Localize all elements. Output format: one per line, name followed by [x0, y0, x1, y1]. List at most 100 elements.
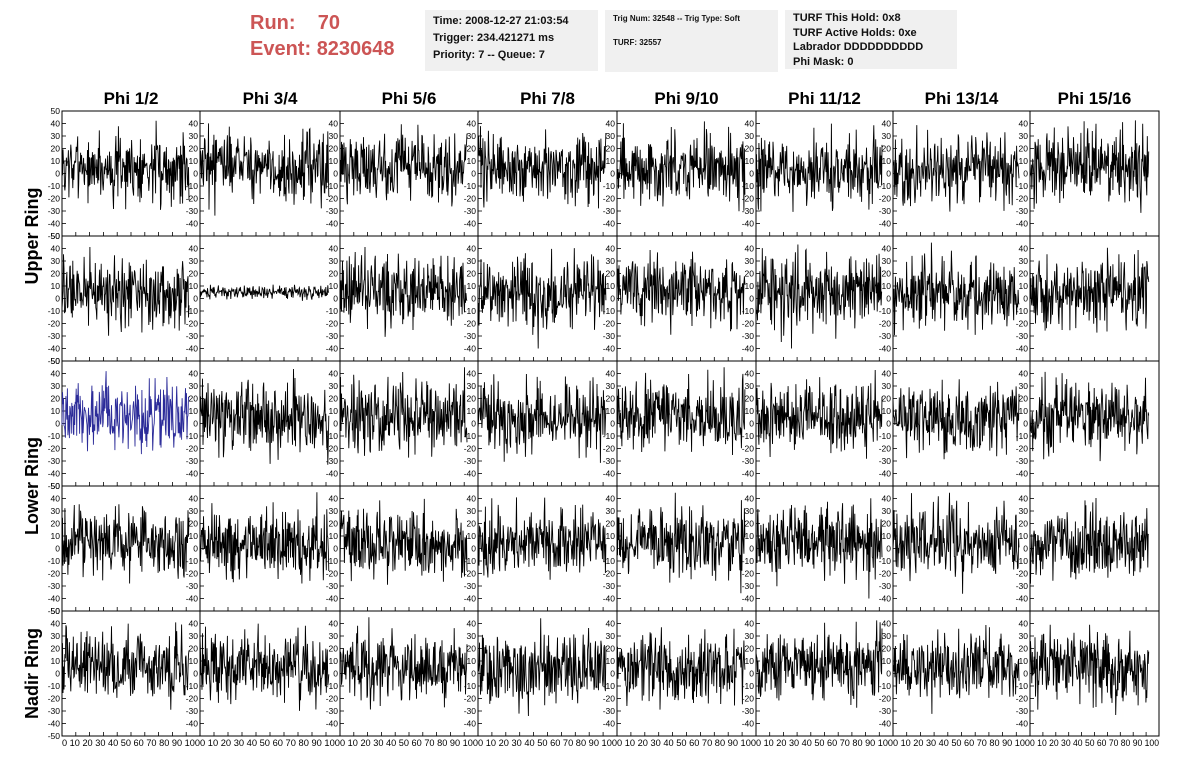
y-tick-label: -20 [742, 444, 755, 454]
ring-label: Lower Ring [22, 437, 42, 535]
y-tick-label: 20 [329, 144, 339, 154]
waveform-trace [1029, 371, 1150, 462]
y-tick-label: 40 [1019, 619, 1029, 629]
y-tick-label: 40 [745, 244, 755, 254]
y-tick-label: 20 [189, 519, 199, 529]
y-tick-label: 30 [1019, 256, 1029, 266]
y-tick-label: 10 [467, 531, 477, 541]
y-tick-label: -10 [186, 681, 199, 691]
y-tick-label: -10 [326, 556, 339, 566]
y-tick-label: 30 [189, 631, 199, 641]
y-tick-label: 20 [882, 519, 892, 529]
y-tick-label: 0 [333, 544, 338, 554]
y-tick-label: 10 [189, 156, 199, 166]
waveform-trace [477, 126, 607, 209]
trig-num-text: Trig Num: 32548 -- Trig Type: Soft [613, 14, 740, 23]
y-tick-label: 10 [467, 156, 477, 166]
y-tick-label: 0 [55, 169, 60, 179]
y-tick-label: 20 [745, 269, 755, 279]
y-tick-label: 0 [193, 419, 198, 429]
y-tick-label: 30 [745, 131, 755, 141]
y-tick-label: -10 [742, 556, 755, 566]
y-tick-label: 10 [745, 531, 755, 541]
y-tick-label: -30 [186, 581, 199, 591]
y-tick-label: 20 [1019, 519, 1029, 529]
y-tick-label: 20 [882, 394, 892, 404]
y-tick-label: -20 [186, 569, 199, 579]
y-tick-label: -10 [742, 181, 755, 191]
y-tick-label: -20 [742, 319, 755, 329]
waveform-trace [616, 367, 746, 456]
y-tick-label: 20 [189, 144, 199, 154]
y-tick-label: 40 [882, 494, 892, 504]
y-tick-label: -30 [1016, 581, 1029, 591]
waveform-trace [339, 617, 468, 710]
waveform-trace [199, 284, 330, 301]
y-tick-label: -10 [742, 306, 755, 316]
y-tick-label: 10 [1019, 531, 1029, 541]
y-tick-label: 40 [189, 244, 199, 254]
y-tick-label: -50 [48, 356, 61, 366]
y-tick-label: 0 [333, 294, 338, 304]
waveform-trace [616, 249, 746, 335]
y-tick-label: 30 [606, 381, 616, 391]
y-tick-label: 0 [749, 544, 754, 554]
y-tick-label: 20 [329, 394, 339, 404]
ring-label: Upper Ring [22, 188, 42, 285]
run-line: Run: 70 [250, 10, 415, 36]
column-title: Phi 1/2 [104, 89, 159, 108]
waveform-trace [61, 622, 190, 710]
y-tick-label: -30 [326, 206, 339, 216]
y-tick-label: 0 [193, 294, 198, 304]
y-tick-label: 0 [1023, 169, 1028, 179]
column-title: Phi 13/14 [925, 89, 999, 108]
y-tick-label: 10 [51, 656, 61, 666]
y-tick-label: -30 [186, 206, 199, 216]
y-tick-label: -10 [879, 556, 892, 566]
y-tick-label: 40 [606, 119, 616, 129]
y-tick-label: -10 [603, 306, 616, 316]
y-tick-label: 10 [1019, 656, 1029, 666]
y-tick-label: -20 [464, 319, 477, 329]
y-tick-label: -30 [186, 456, 199, 466]
y-tick-label: -20 [879, 569, 892, 579]
event-label: Event: [250, 38, 312, 60]
y-tick-label: 40 [606, 244, 616, 254]
y-tick-label: 0 [333, 169, 338, 179]
y-tick-label: 20 [882, 269, 892, 279]
y-tick-label: 0 [471, 419, 476, 429]
x-tick-labels: 0 10 20 30 40 50 60 70 80 90 100 [893, 738, 1030, 749]
y-tick-label: 10 [882, 656, 892, 666]
y-tick-label: -10 [603, 556, 616, 566]
y-tick-label: -20 [879, 694, 892, 704]
y-tick-label: 40 [51, 619, 61, 629]
waveform-trace [892, 624, 1020, 714]
y-tick-label: -40 [1016, 219, 1029, 229]
y-tick-label: -10 [326, 681, 339, 691]
y-tick-label: 40 [467, 244, 477, 254]
y-tick-label: -40 [603, 594, 616, 604]
y-tick-label: -10 [879, 681, 892, 691]
y-tick-label: 20 [1019, 144, 1029, 154]
waveform-trace [755, 369, 883, 459]
y-tick-label: -10 [1016, 431, 1029, 441]
y-tick-label: 10 [189, 281, 199, 291]
y-tick-label: 30 [745, 381, 755, 391]
waveform-trace [477, 618, 607, 717]
y-tick-label: 10 [745, 656, 755, 666]
y-tick-label: -10 [464, 431, 477, 441]
y-tick-label: -20 [326, 194, 339, 204]
y-tick-label: -10 [1016, 306, 1029, 316]
y-tick-label: 0 [55, 419, 60, 429]
y-tick-label: -20 [186, 694, 199, 704]
y-tick-label: -40 [48, 719, 61, 729]
y-tick-label: -10 [879, 306, 892, 316]
y-tick-label: -40 [326, 594, 339, 604]
y-tick-label: 0 [886, 669, 891, 679]
y-tick-label: -20 [603, 444, 616, 454]
y-tick-label: 0 [471, 294, 476, 304]
y-tick-label: -30 [879, 706, 892, 716]
y-tick-label: 40 [1019, 494, 1029, 504]
y-tick-label: 0 [610, 169, 615, 179]
y-tick-label: -10 [186, 181, 199, 191]
